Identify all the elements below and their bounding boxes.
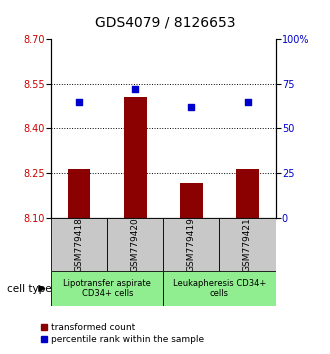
Text: GSM779420: GSM779420 [131, 217, 140, 272]
Bar [124, 97, 147, 218]
Point [133, 86, 138, 92]
Bar [68, 169, 90, 218]
Text: GSM779418: GSM779418 [75, 217, 84, 272]
Bar [236, 169, 259, 218]
Bar [180, 183, 203, 218]
Text: GDS4079 / 8126653: GDS4079 / 8126653 [95, 16, 235, 30]
Text: GSM779419: GSM779419 [187, 217, 196, 272]
Bar [163, 218, 219, 271]
Text: cell type: cell type [7, 284, 51, 293]
Text: GSM779421: GSM779421 [243, 217, 252, 272]
Bar [51, 218, 107, 271]
Bar [163, 271, 276, 306]
Text: Lipotransfer aspirate
CD34+ cells: Lipotransfer aspirate CD34+ cells [63, 279, 151, 298]
Bar [107, 218, 163, 271]
Legend: transformed count, percentile rank within the sample: transformed count, percentile rank withi… [38, 320, 208, 348]
Text: Leukapheresis CD34+
cells: Leukapheresis CD34+ cells [173, 279, 266, 298]
Bar [51, 271, 163, 306]
Point [245, 99, 250, 104]
Bar [219, 218, 276, 271]
Point [189, 104, 194, 110]
Point [77, 99, 82, 104]
